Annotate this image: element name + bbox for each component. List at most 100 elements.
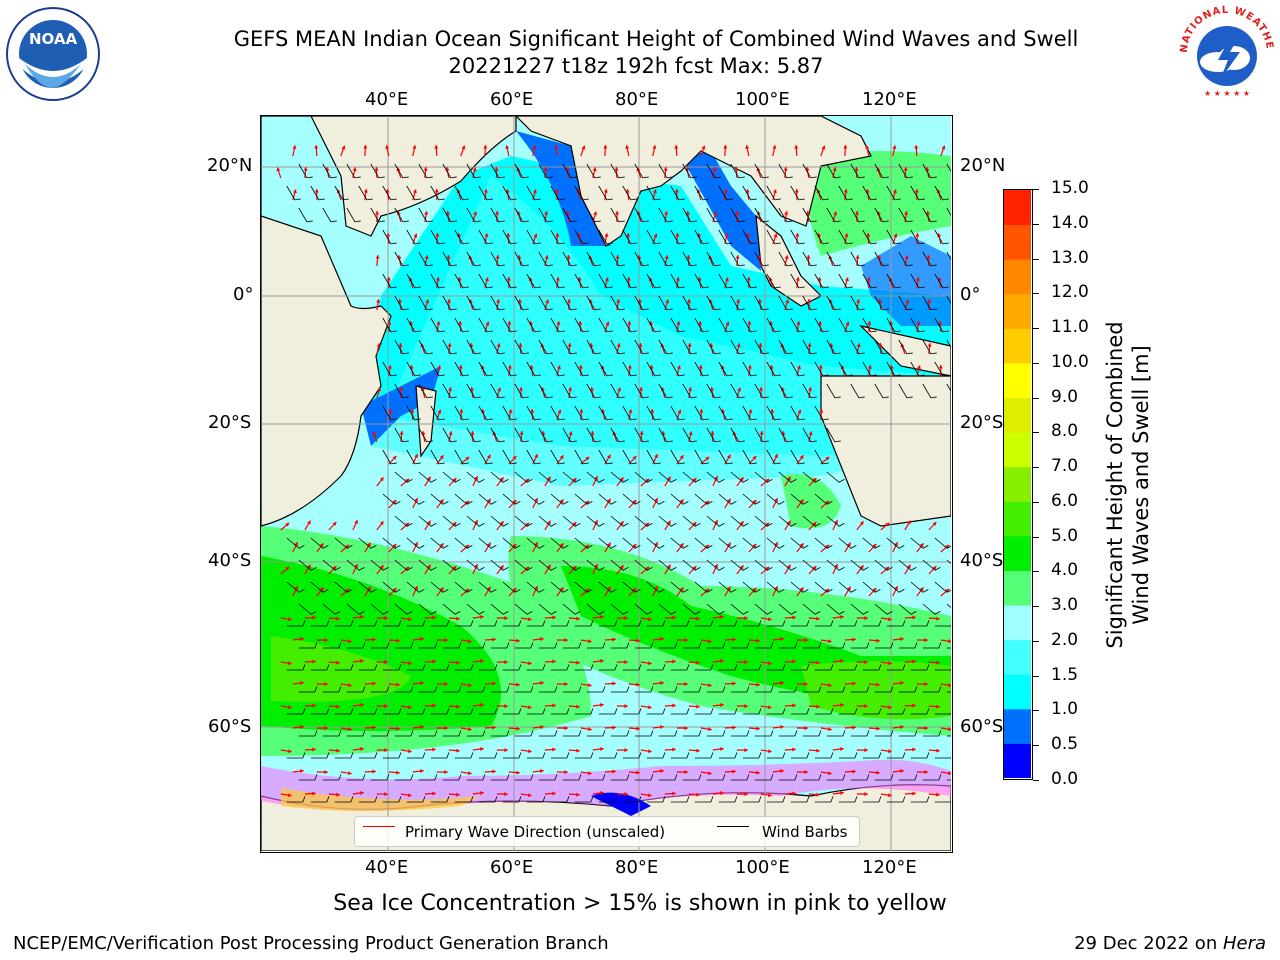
wave-arrow-head (467, 683, 472, 688)
wave-arrow-head (332, 566, 337, 570)
wave-arrow-head (420, 724, 424, 730)
wave-arrow-head (612, 769, 616, 774)
wave-arrow-head (818, 365, 823, 369)
wind-barb (742, 449, 757, 465)
colorbar-tick-mark (1033, 780, 1039, 781)
wave-arrow-head (947, 639, 952, 644)
wave-arrow-head (507, 321, 512, 325)
wave-arrow-head (516, 770, 520, 775)
wave-arrow-head (341, 145, 346, 150)
wave-arrow-head (799, 587, 804, 592)
wave-arrow-head (887, 705, 892, 710)
wind-barb (862, 581, 881, 593)
wind-barb (550, 185, 565, 201)
wind-barb (682, 686, 702, 693)
wave-arrow-head (947, 683, 952, 688)
wind-barb (670, 537, 689, 549)
wave-arrow-head (732, 681, 736, 686)
wave-arrow-head (745, 189, 750, 193)
wind-barb (754, 603, 773, 615)
wave-arrow-head (544, 211, 549, 215)
wave-arrow-head (840, 658, 844, 664)
wind-barb (634, 686, 654, 693)
wind-barb (826, 251, 841, 267)
wave-arrow-head (376, 299, 381, 303)
map-legend: Primary Wave Direction (unscaled) Wind B… (354, 816, 860, 847)
wind-barb (538, 774, 558, 781)
wind-barb (490, 642, 510, 649)
wind-barb (430, 361, 445, 377)
wind-barb (754, 515, 773, 527)
wave-arrow-head (512, 544, 517, 548)
wave-arrow-head (572, 566, 577, 570)
wind-barb (286, 664, 306, 671)
wave-arrow-head (774, 542, 778, 547)
colorbar-tick-label: 1.0 (1051, 699, 1079, 720)
wind-barb (370, 207, 385, 223)
wave-arrow-head (529, 365, 534, 369)
wind-barb (526, 581, 545, 593)
wave-arrow-head (625, 145, 630, 150)
wind-barb (610, 339, 625, 355)
wave-arrow-head (374, 211, 380, 215)
wave-arrow-head (724, 277, 729, 282)
wind-barb (610, 774, 630, 781)
colorbar-segment (1004, 190, 1031, 226)
map-panel (260, 115, 953, 853)
wind-barb (334, 537, 353, 549)
wind-barb (766, 493, 785, 505)
wave-arrow-head (474, 520, 478, 525)
wind-barb (526, 752, 546, 759)
wave-arrow-head (372, 431, 377, 436)
wind-barb (634, 471, 653, 483)
colorbar-tick-label: 7.0 (1051, 456, 1079, 477)
wave-arrow-head (660, 680, 664, 686)
wave-arrow-head (783, 167, 788, 171)
colorbar-segment (1004, 362, 1031, 399)
wind-barb (886, 361, 901, 377)
wind-barb (766, 796, 786, 803)
wind-barb (730, 383, 745, 399)
wave-arrow-head (303, 167, 308, 171)
wave-arrow-head (707, 639, 712, 644)
wind-barb (778, 603, 797, 615)
wind-barb (418, 339, 433, 355)
wave-arrow-head (294, 586, 298, 591)
wave-arrow-head (727, 586, 731, 591)
wave-arrow-head (647, 793, 652, 798)
wave-arrow-head (594, 476, 598, 481)
wave-arrow-head (600, 614, 604, 620)
wind-barb (670, 317, 685, 333)
wind-barb (634, 251, 649, 267)
wave-arrow-head (938, 321, 943, 325)
colorbar-tick-mark (1033, 328, 1039, 330)
wind-barb (658, 559, 677, 571)
wind-barb (634, 339, 649, 355)
wave-arrow-head (674, 189, 679, 193)
colorbar (1003, 189, 1033, 780)
wind-barb (766, 405, 781, 421)
wave-arrow-head (723, 145, 728, 149)
wind-barb (322, 603, 341, 615)
wind-barb (742, 537, 761, 549)
wave-arrow-head (672, 747, 676, 752)
wind-barb (718, 493, 737, 505)
wave-arrow-head (540, 768, 544, 774)
wind-barb (862, 317, 877, 333)
wave-arrow-head (412, 145, 417, 150)
wave-arrow-head (698, 365, 703, 369)
colorbar-segment (1004, 743, 1031, 779)
wave-arrow-head (885, 522, 890, 527)
wave-arrow-head (624, 748, 628, 753)
wave-arrow-head (527, 749, 532, 754)
colorbar-tick-mark (1033, 745, 1039, 747)
wind-barb (922, 603, 941, 615)
wind-barb (526, 796, 546, 803)
wind-barb (346, 207, 361, 223)
wave-arrow-head (587, 683, 592, 688)
wind-barb (934, 537, 952, 549)
wave-arrow-head (876, 638, 880, 643)
wave-arrow-head (795, 277, 800, 281)
wind-barb (706, 559, 725, 571)
sea-ice-high (281, 788, 481, 811)
